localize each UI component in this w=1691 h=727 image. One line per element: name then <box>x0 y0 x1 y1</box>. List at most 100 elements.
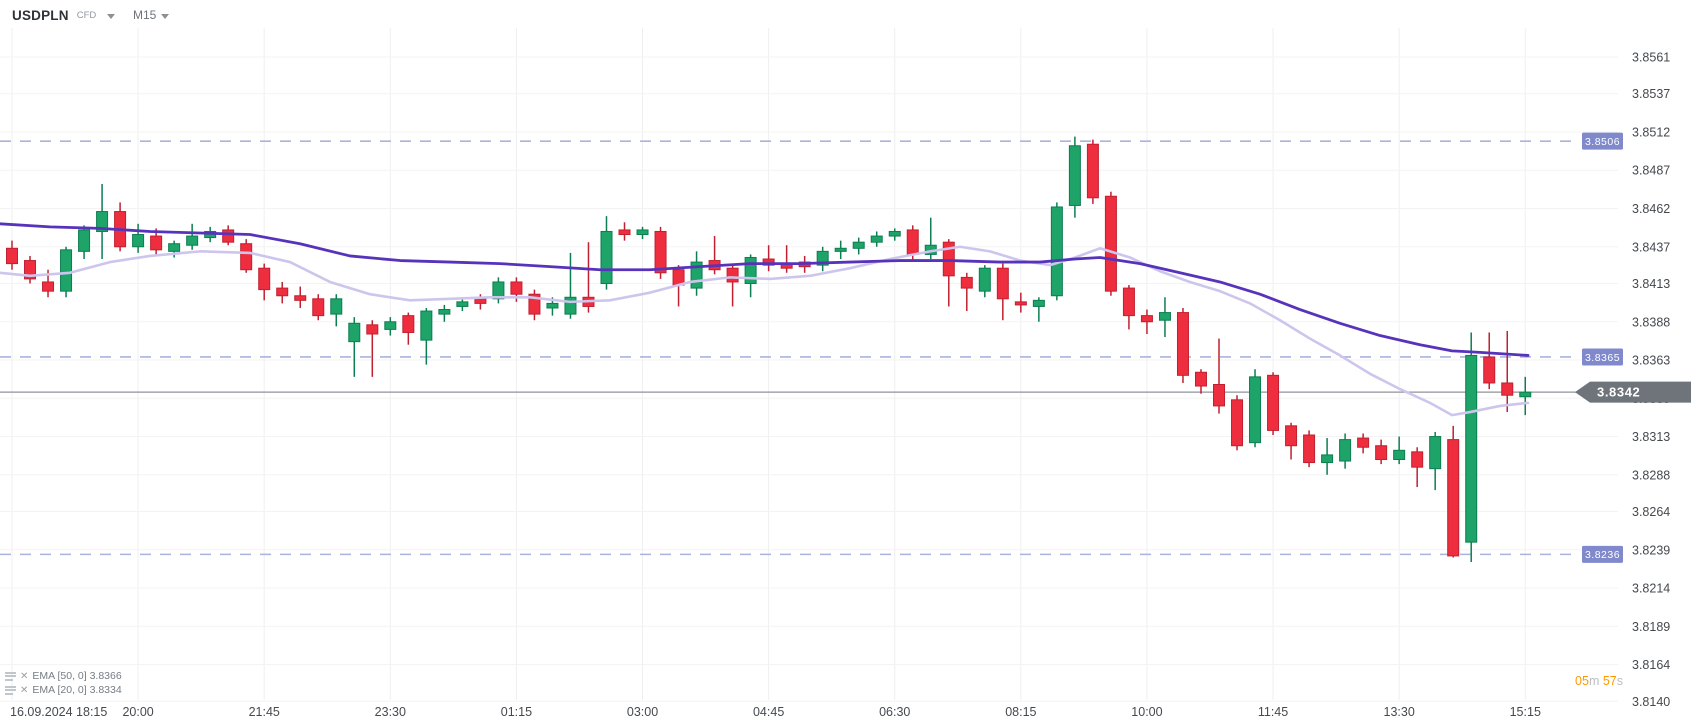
countdown-minutes: 05 <box>1575 674 1589 688</box>
chevron-down-icon <box>107 14 116 19</box>
y-axis-label: 3.8561 <box>1632 51 1670 65</box>
remove-indicator-icon[interactable]: ✕ <box>20 670 29 682</box>
countdown-minutes-unit: m <box>1588 674 1603 688</box>
x-axis-label: 16.09.2024 18:15 <box>10 705 107 719</box>
symbol-name: USDPLN <box>12 8 69 23</box>
candle <box>960 272 973 312</box>
candle <box>600 216 613 290</box>
candle <box>1249 369 1262 448</box>
candle <box>132 223 145 253</box>
x-axis-label: 13:30 <box>1384 705 1415 719</box>
y-axis-label: 3.8462 <box>1632 202 1670 216</box>
candles-layer <box>6 136 1532 563</box>
candle <box>888 228 901 241</box>
x-axis-label: 15:15 <box>1510 705 1541 719</box>
candle <box>1393 436 1406 465</box>
vertical-gridlines <box>11 28 1526 700</box>
candle <box>312 294 325 321</box>
candle <box>1303 430 1316 468</box>
level-badge <box>1582 132 1623 150</box>
candle <box>654 226 667 279</box>
candle <box>1068 136 1081 218</box>
y-axis-label: 3.8214 <box>1632 582 1670 596</box>
candle <box>1465 332 1478 563</box>
x-axis-label: 10:00 <box>1131 705 1162 719</box>
y-axis-label: 3.8437 <box>1632 240 1670 254</box>
y-axis-label: 3.8413 <box>1632 277 1670 291</box>
x-axis-label: 06:30 <box>879 705 910 719</box>
ema20-line <box>0 245 1530 417</box>
candle <box>114 202 127 252</box>
candle <box>1032 297 1045 322</box>
y-axis-label: 3.8264 <box>1632 505 1670 519</box>
candle <box>348 317 361 377</box>
level-badges: 3.8506 3.8365 3.8236 <box>1582 132 1623 563</box>
candle <box>942 239 955 307</box>
x-axis-label: 21:45 <box>249 705 280 719</box>
x-axis-label: 20:00 <box>122 705 153 719</box>
candle <box>1122 285 1135 330</box>
candle <box>1158 297 1171 338</box>
candle <box>186 223 199 250</box>
y-axis-label: 3.8388 <box>1632 315 1670 329</box>
remove-indicator-icon[interactable]: ✕ <box>20 684 29 696</box>
candle <box>690 251 703 296</box>
candle <box>744 254 757 298</box>
indicator-legend: ✕ EMA [50, 0] 3.8366 ✕ EMA [20, 0] 3.833… <box>5 669 122 697</box>
candle <box>1285 422 1298 460</box>
candle <box>1050 202 1063 301</box>
bar-countdown-timer: 05m 57s <box>1575 674 1623 688</box>
indicator-row-ema50: ✕ EMA [50, 0] 3.8366 <box>5 669 122 683</box>
candle <box>816 246 829 272</box>
candle <box>6 240 18 270</box>
x-axis-label: 08:15 <box>1005 705 1036 719</box>
candle <box>24 255 37 284</box>
candle <box>1231 395 1244 451</box>
candle <box>978 265 991 298</box>
candle <box>528 289 541 321</box>
candle <box>492 277 505 304</box>
candle <box>1194 369 1207 394</box>
candle <box>1519 376 1532 416</box>
candle <box>240 239 253 273</box>
level-badge-value: 3.8236 <box>1585 549 1620 561</box>
candle <box>780 245 793 273</box>
y-axis-label: 3.8363 <box>1632 354 1670 368</box>
candle <box>834 240 847 260</box>
candle <box>384 317 397 336</box>
y-axis-label: 3.8288 <box>1632 468 1670 482</box>
time-axis[interactable]: 16.09.2024 18:15 20:00 21:45 23:30 01:15 03:0… <box>10 705 1541 719</box>
x-axis-label: 04:45 <box>753 705 784 719</box>
indicator-row-ema20: ✕ EMA [20, 0] 3.8334 <box>5 683 122 697</box>
candle <box>1357 433 1370 454</box>
symbol-selector[interactable]: USDPLN CFD <box>12 8 116 23</box>
chevron-down-icon <box>161 13 170 19</box>
candle <box>402 312 415 345</box>
countdown-seconds-unit: s <box>1616 674 1623 688</box>
x-axis-label: 03:00 <box>627 705 658 719</box>
level-badge-value: 3.8365 <box>1585 352 1620 364</box>
candle <box>258 263 271 301</box>
candle <box>294 286 307 308</box>
current-price-badge: 3.8342 <box>1575 381 1691 403</box>
y-axis-label: 3.8189 <box>1632 620 1670 634</box>
ema50-line <box>0 222 1530 357</box>
market-type-label: CFD <box>76 10 97 21</box>
price-axis[interactable]: 3.8561 3.8537 3.8512 3.8487 3.8462 3.8437 3.84… <box>1632 51 1670 709</box>
indicator-settings-icon[interactable] <box>5 685 16 695</box>
candle <box>438 304 451 322</box>
candle <box>96 184 109 260</box>
level-lines <box>0 140 1580 556</box>
candle <box>870 231 883 247</box>
indicator-settings-icon[interactable] <box>5 671 16 681</box>
candle <box>1339 433 1352 469</box>
candle <box>996 263 1009 321</box>
timeframe-selector[interactable]: M15 <box>133 8 170 22</box>
candle <box>1483 332 1496 390</box>
candle <box>222 225 235 246</box>
candle <box>1104 191 1117 296</box>
candle <box>276 281 289 304</box>
candle <box>1447 425 1460 558</box>
